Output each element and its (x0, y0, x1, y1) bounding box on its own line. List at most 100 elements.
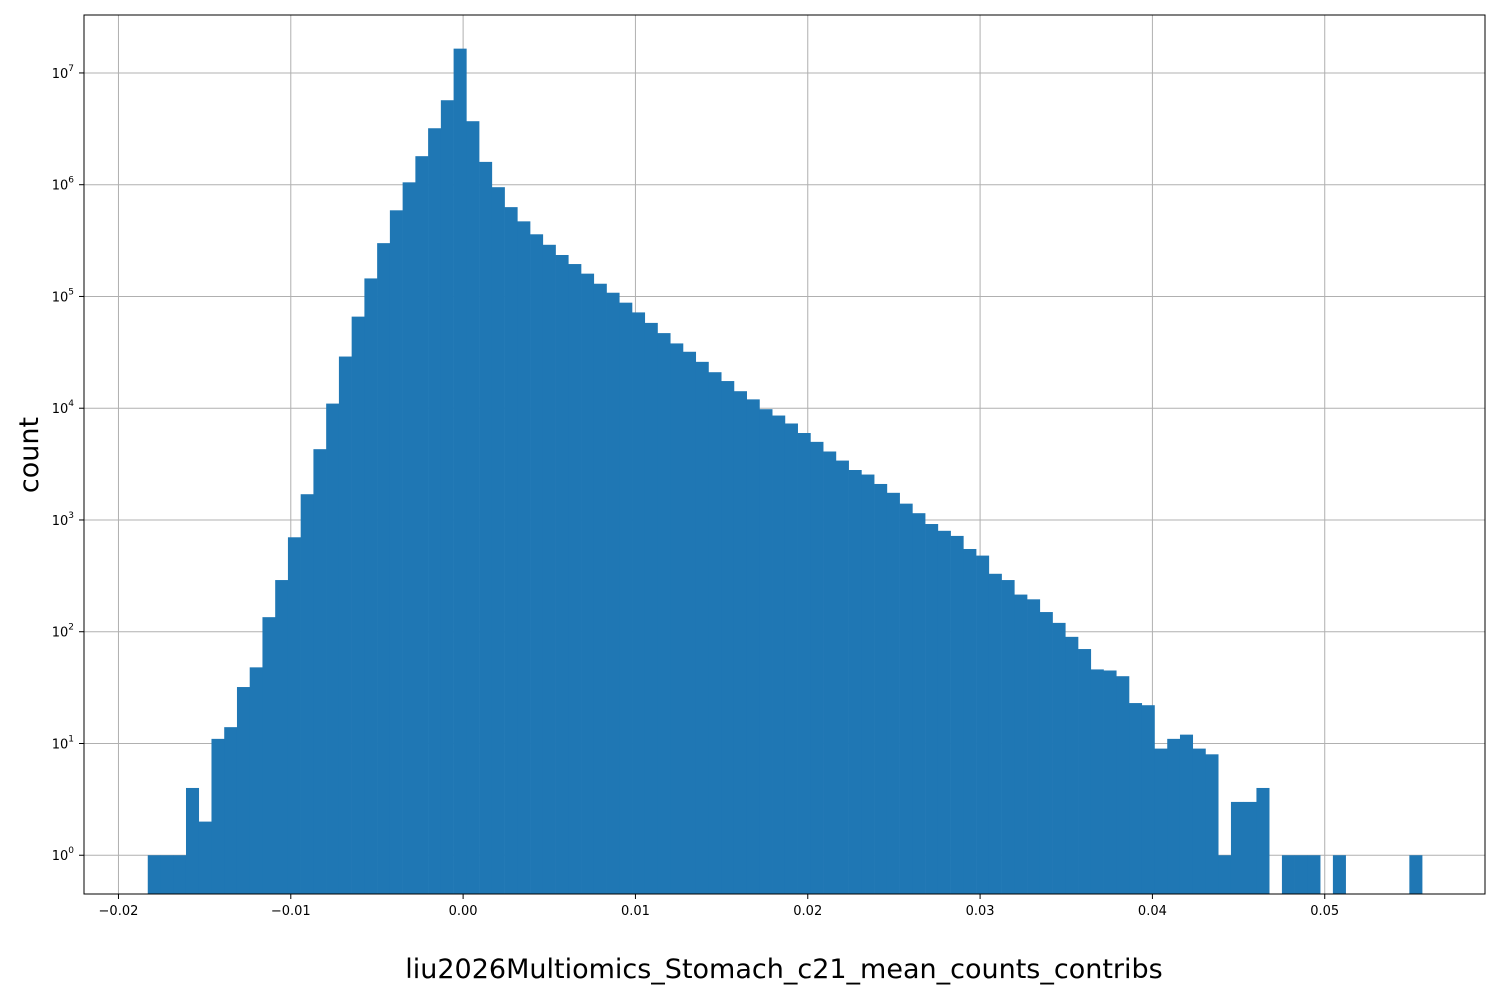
histogram-bar (925, 524, 939, 894)
histogram-bar (1129, 703, 1143, 894)
histogram-bar (1281, 855, 1295, 894)
histogram-bar (300, 494, 314, 894)
histogram-bar (542, 244, 556, 895)
histogram-bar (976, 555, 990, 894)
histogram-bar (1154, 748, 1168, 894)
histogram-bar (1052, 622, 1066, 894)
histogram-bar (1192, 748, 1206, 894)
histogram-bar (772, 415, 786, 894)
histogram-bar (313, 449, 327, 894)
histogram-bar (1014, 594, 1028, 894)
histogram-bar (988, 573, 1002, 894)
x-tick-label: 0.03 (966, 904, 995, 919)
histogram-bar (1205, 754, 1219, 894)
histogram-bar (1179, 734, 1194, 894)
histogram-bar (963, 548, 977, 894)
histogram-bar (619, 302, 633, 895)
histogram-bar (568, 264, 582, 894)
histogram-bar (1230, 801, 1244, 894)
histogram-bar (861, 474, 875, 894)
histogram-bar (479, 161, 493, 894)
x-tick-label: 0.05 (1310, 904, 1339, 919)
histogram-bar (415, 156, 429, 895)
histogram-bar (1307, 855, 1321, 894)
y-tick-label: 105 (52, 287, 74, 305)
histogram-bar (1332, 855, 1346, 894)
histogram-bar (937, 530, 951, 894)
histogram-bar (899, 503, 913, 894)
histogram-bar (695, 361, 709, 894)
histogram-bar (1078, 649, 1092, 894)
histogram-bar (453, 48, 467, 895)
histogram-bar (759, 409, 773, 894)
histogram-bar (236, 687, 251, 894)
histogram-bar (517, 221, 531, 894)
histogram-bar (1243, 801, 1257, 894)
histogram-bar (593, 283, 607, 895)
histogram-bar (402, 182, 416, 894)
histogram-bar (1218, 855, 1232, 894)
plot-area-frame (83, 14, 1486, 895)
histogram-bar (1141, 705, 1155, 894)
histogram-bar (848, 470, 862, 894)
histogram-bar (1167, 738, 1181, 894)
histogram-bar (555, 254, 569, 894)
histogram-bar (198, 821, 212, 894)
histogram-bar (1409, 855, 1423, 894)
histogram-bar (1256, 787, 1270, 894)
histogram-bar (351, 316, 365, 894)
histogram-bar (364, 278, 378, 894)
histogram-bar (746, 399, 760, 894)
histogram-bar (147, 855, 161, 894)
histogram-bar (721, 381, 735, 894)
histogram-bar (185, 787, 200, 894)
histogram-bar (797, 433, 811, 894)
histogram-bar (835, 460, 849, 894)
histogram-bar (733, 391, 748, 894)
histogram-bar (1116, 676, 1130, 894)
x-axis-ticks: −0.02 −0.01 0.00 0.01 0.02 0.03 0.04 0.05 (99, 894, 1339, 919)
y-tick-label: 106 (52, 176, 75, 194)
histogram-bar (810, 441, 824, 894)
histogram-bar (670, 343, 684, 895)
histogram-bar (1294, 855, 1308, 894)
histogram-bar (1039, 612, 1053, 894)
histogram-bar (249, 667, 263, 894)
y-tick-label: 104 (52, 399, 75, 417)
x-tick-label: 0.00 (449, 904, 478, 919)
histogram-bar (287, 537, 301, 894)
histogram-bar (682, 351, 697, 894)
histogram-bar (1090, 669, 1104, 894)
histogram-bar (912, 513, 926, 894)
histogram-bar (275, 580, 289, 894)
histogram-bar (377, 243, 391, 894)
histogram-bar (581, 273, 595, 894)
x-tick-label: −0.01 (271, 904, 311, 919)
y-tick-label: 101 (52, 734, 74, 752)
histogram-bar (1001, 580, 1015, 894)
histogram-bar (504, 207, 518, 894)
x-tick-label: −0.02 (99, 904, 139, 919)
histogram-bar (632, 312, 646, 895)
histogram-bar (466, 121, 480, 895)
y-axis-ticks: 100 101 102 103 104 105 106 107 (52, 64, 84, 864)
histogram-bar (428, 128, 442, 895)
x-axis-label: liu2026Multiomics_Stomach_c21_mean_count… (405, 954, 1163, 985)
histogram-bar (644, 322, 658, 894)
y-tick-label: 102 (52, 623, 74, 641)
histogram-bar (389, 210, 403, 895)
histogram-bar (530, 234, 544, 895)
histogram-bar (173, 855, 187, 894)
y-tick-label: 100 (52, 846, 75, 864)
histogram-bar (823, 451, 837, 894)
histogram-bar (657, 333, 671, 894)
histogram-bar (262, 617, 276, 894)
histogram-bar (1027, 599, 1041, 894)
histogram-bar (950, 535, 964, 894)
histogram-bar (708, 372, 722, 894)
histogram-bar (606, 292, 620, 894)
x-tick-label: 0.02 (793, 904, 822, 919)
histogram-bar (874, 483, 888, 894)
histogram-bar (491, 187, 505, 895)
